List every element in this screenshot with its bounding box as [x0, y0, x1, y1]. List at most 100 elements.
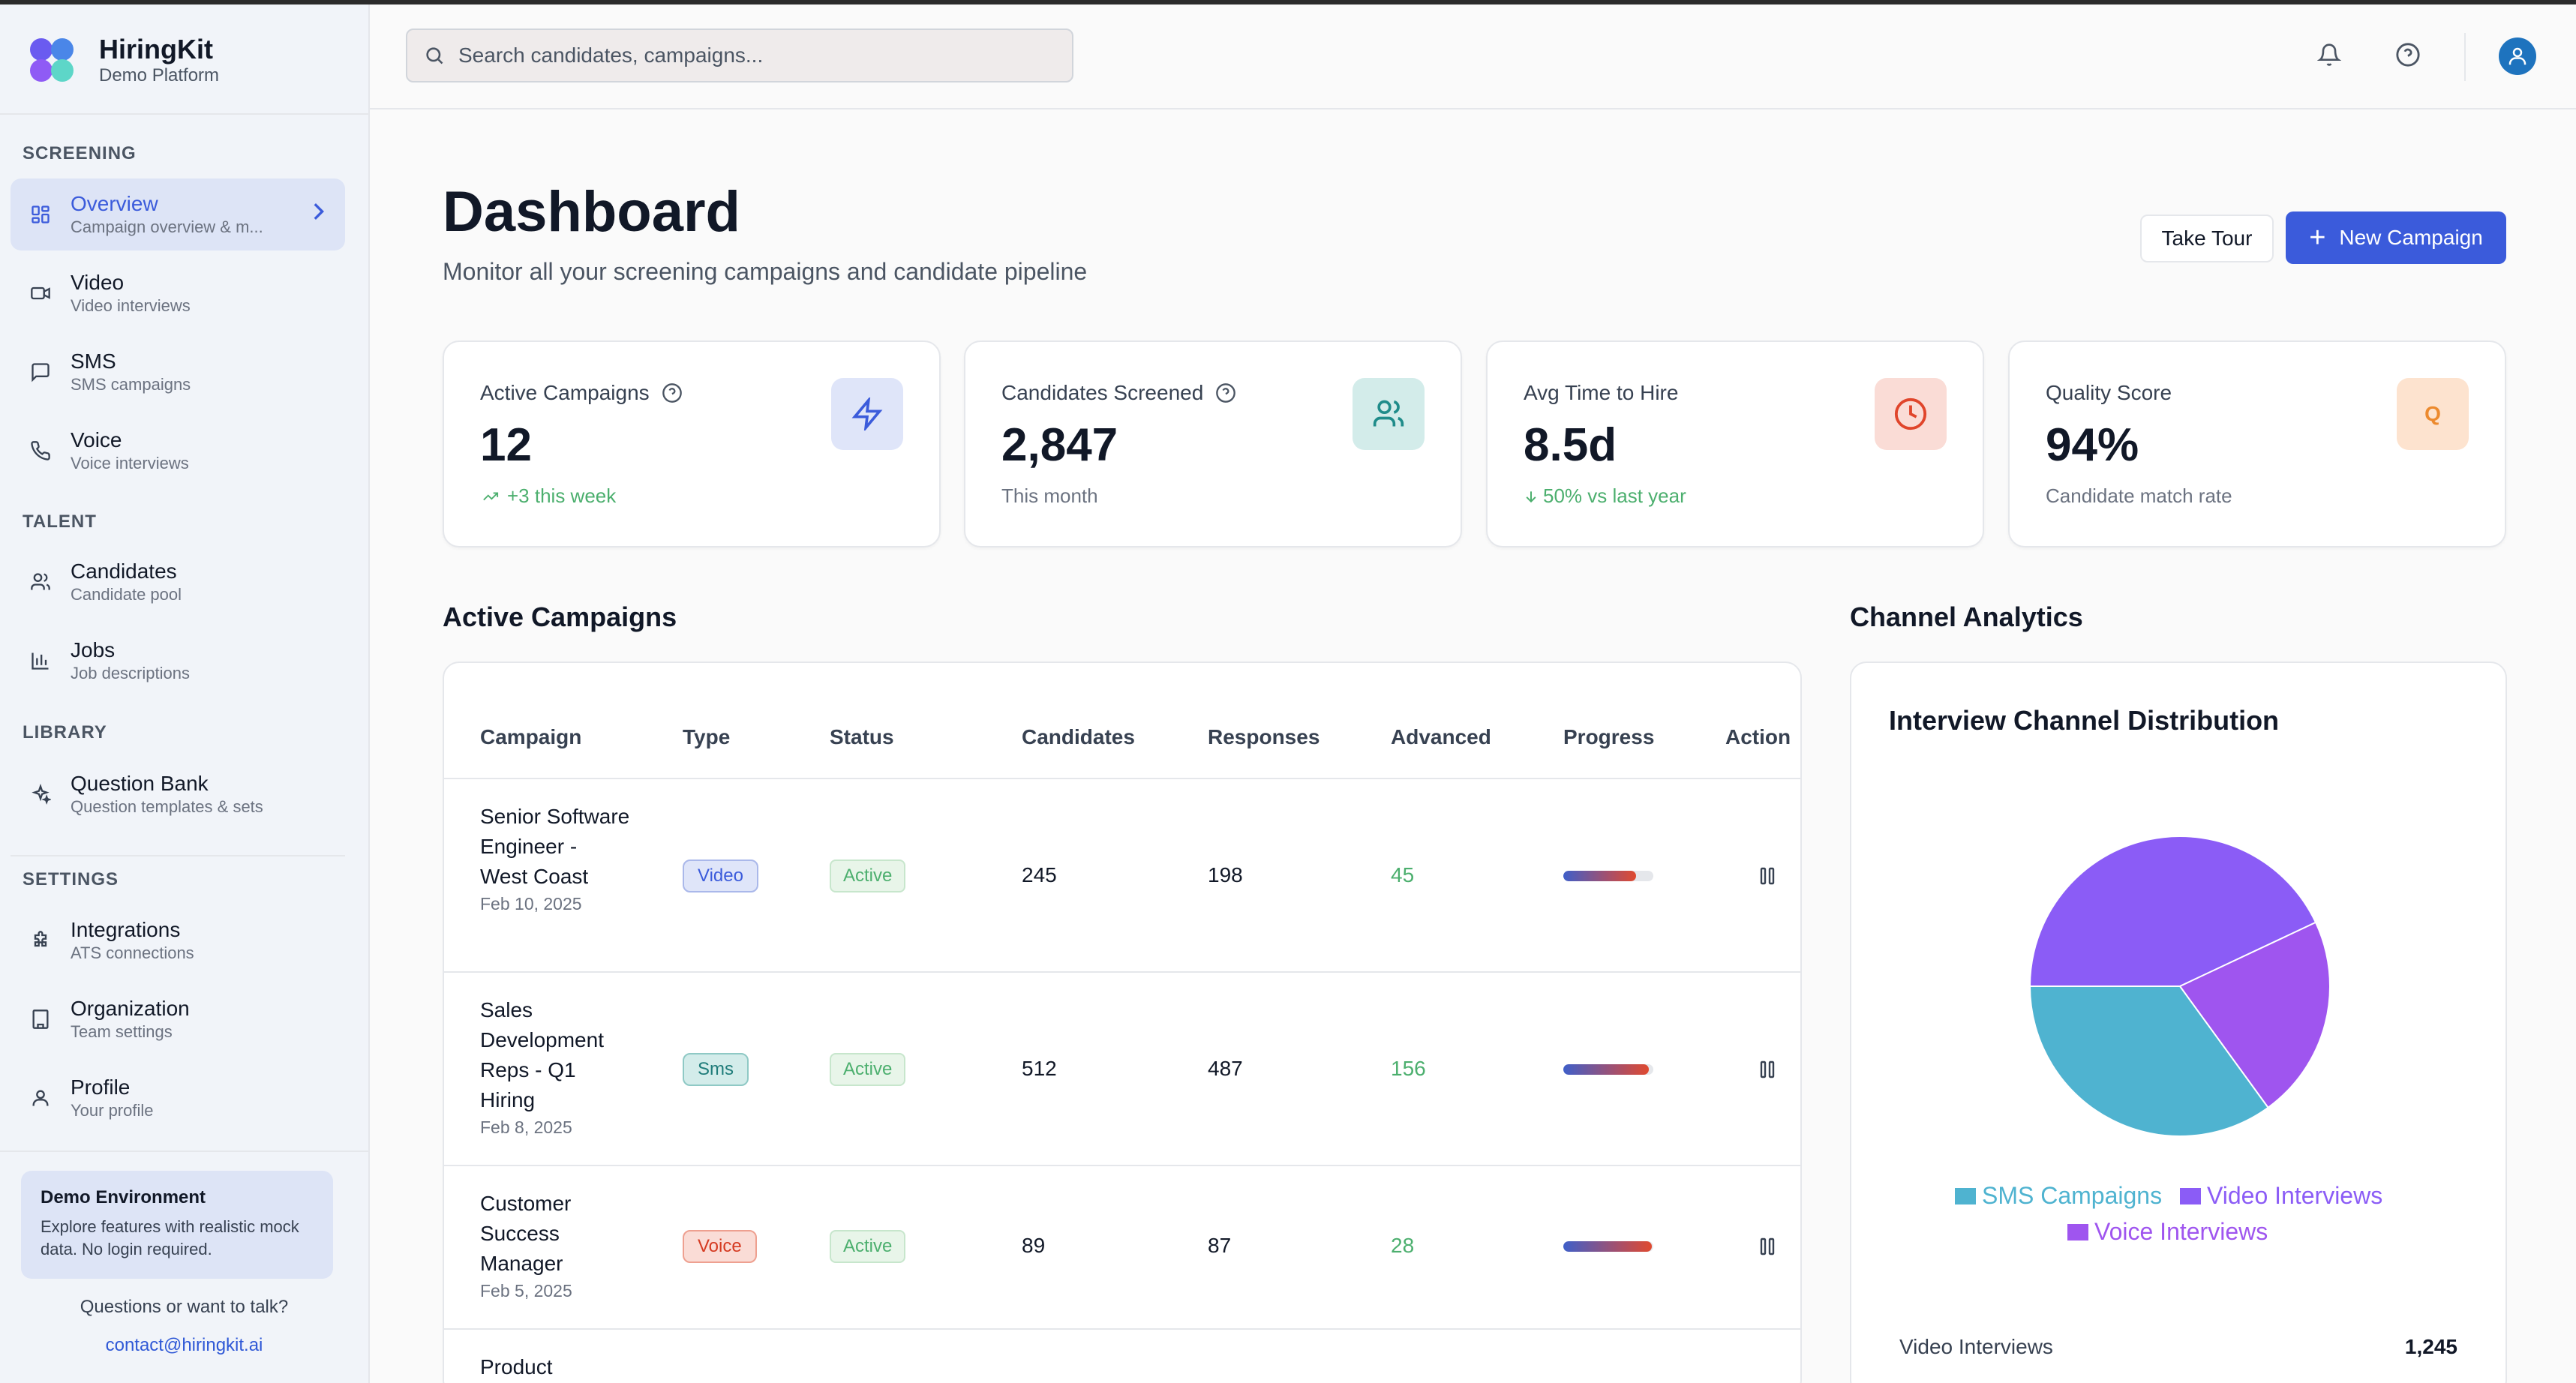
legend-item-sms[interactable]: SMS Campaigns: [1955, 1182, 2162, 1210]
table-row[interactable]: Sales Development Reps - Q1 Hiring Feb 8…: [444, 973, 1800, 1166]
help-icon[interactable]: [662, 382, 683, 404]
pause-icon[interactable]: [1759, 866, 1776, 886]
pause-icon[interactable]: [1759, 1237, 1776, 1256]
page-title: Dashboard: [443, 180, 740, 244]
divider: [444, 778, 1800, 779]
campaign-name-cell: Senior Software Engineer - West Coast Fe…: [480, 802, 630, 916]
building-icon: [11, 1009, 71, 1030]
sidebar-item-video[interactable]: Video Video interviews: [11, 257, 345, 329]
progress-fill: [1563, 1241, 1652, 1252]
column-header[interactable]: Progress: [1563, 725, 1655, 748]
column-header[interactable]: Advanced: [1391, 725, 1491, 748]
sidebar-item-sublabel: SMS campaigns: [71, 375, 191, 394]
pie-slice-voice-interviews[interactable]: [2178, 921, 2331, 1109]
advanced-count: 28: [1391, 1234, 1415, 1257]
campaign-name[interactable]: Sales Development Reps - Q1 Hiring: [480, 998, 604, 1112]
sidebar-item-integrations[interactable]: Integrations ATS connections: [11, 904, 345, 976]
progress-bar: [1563, 871, 1653, 881]
stat-note-text: This month: [1001, 484, 1098, 507]
channel-analytics-card: Interview Channel Distribution SMS Campa…: [1850, 662, 2507, 1383]
sidebar-item-profile[interactable]: Profile Your profile: [11, 1062, 345, 1134]
stat-value: 94%: [2046, 419, 2139, 471]
column-header[interactable]: Responses: [1208, 725, 1320, 748]
table-row[interactable]: Customer Success Manager Feb 5, 2025 Voi…: [444, 1166, 1800, 1330]
pie-slice-sms-campaigns[interactable]: [2028, 986, 2269, 1137]
help-icon[interactable]: [1215, 382, 1236, 404]
divider: [0, 113, 368, 115]
legend-item-voice[interactable]: Voice Interviews: [2067, 1218, 2268, 1246]
demo-environment-notice: Demo Environment Explore features with r…: [21, 1171, 333, 1279]
stat-note: +3 this week: [480, 484, 616, 508]
campaign-name[interactable]: Customer Success Manager: [480, 1192, 572, 1275]
table-row[interactable]: Senior Software Engineer - West Coast Fe…: [444, 779, 1800, 973]
take-tour-button[interactable]: Take Tour: [2140, 214, 2274, 262]
progress-fill: [1563, 1064, 1649, 1075]
column-header[interactable]: Action: [1725, 725, 1791, 748]
top-bar: [370, 4, 2576, 110]
progress-fill: [1563, 871, 1637, 881]
clock-icon: [1875, 378, 1947, 450]
sidebar-item-label: Organization: [71, 997, 190, 1020]
sidebar-item-organization[interactable]: Organization Team settings: [11, 983, 345, 1055]
divider: [11, 855, 345, 856]
arrow-down-icon: [1524, 488, 1539, 506]
sidebar-item-sublabel: Candidate pool: [71, 585, 182, 604]
stat-note-text: Candidate match rate: [2046, 484, 2232, 507]
campaign-date: Feb 8, 2025: [480, 1118, 572, 1137]
pause-icon[interactable]: [1759, 1060, 1776, 1079]
legend-swatch: [1955, 1187, 1976, 1204]
sidebar-item-sublabel: Your profile: [71, 1101, 154, 1120]
stat-note: Candidate match rate: [2046, 484, 2232, 508]
demo-text: Explore features with realistic mock dat…: [41, 1217, 299, 1258]
search-icon: [424, 45, 445, 66]
sidebar-item-sms[interactable]: SMS SMS campaigns: [11, 336, 345, 408]
sidebar-item-voice[interactable]: Voice Voice interviews: [11, 415, 345, 487]
stat-note: 50% vs last year: [1524, 484, 1686, 508]
contact-email-link[interactable]: contact@hiringkit.ai: [105, 1335, 263, 1355]
column-header[interactable]: Campaign: [480, 725, 582, 748]
status-badge: Active: [830, 1053, 906, 1086]
logo: [29, 37, 77, 85]
campaign-name[interactable]: Product: [480, 1355, 553, 1378]
sidebar-item-overview[interactable]: Overview Campaign overview & m...: [11, 178, 345, 250]
type-badge: Sms: [683, 1053, 749, 1086]
chevron-right-icon: [311, 201, 326, 227]
search-input[interactable]: [458, 44, 1043, 68]
stat-value: 2,847: [1001, 419, 1118, 471]
column-header[interactable]: Candidates: [1022, 725, 1135, 748]
chart-title: Interview Channel Distribution: [1889, 705, 2280, 736]
advanced-count: 156: [1391, 1057, 1426, 1080]
campaigns-table: Campaign Type Status Candidates Response…: [443, 662, 1802, 1383]
sidebar-item-sublabel: ATS connections: [71, 944, 194, 962]
new-campaign-button[interactable]: + New Campaign: [2286, 212, 2506, 264]
brand[interactable]: HiringKit Demo Platform: [29, 34, 219, 87]
column-header[interactable]: Type: [683, 725, 731, 748]
responses-count: 198: [1208, 863, 1243, 886]
sidebar-item-question-bank[interactable]: Question Bank Question templates & sets: [11, 758, 345, 830]
candidates-count: 512: [1022, 1057, 1057, 1080]
campaign-name[interactable]: Senior Software Engineer - West Coast: [480, 805, 630, 888]
sidebar-item-sublabel: Voice interviews: [71, 454, 189, 472]
pie-slice-video-interviews[interactable]: [2028, 836, 2317, 987]
sidebar-item-sublabel: Job descriptions: [71, 664, 190, 682]
message-icon: [11, 362, 71, 382]
search-box[interactable]: [406, 28, 1073, 82]
column-header[interactable]: Status: [830, 725, 894, 748]
grid-icon: [11, 204, 71, 225]
sidebar-item-label: Integrations: [71, 918, 181, 941]
status-badge: Active: [830, 860, 906, 892]
table-row[interactable]: Product: [444, 1330, 1800, 1383]
stat-note-text: 50% vs last year: [1543, 484, 1686, 507]
avatar[interactable]: [2499, 38, 2536, 75]
sidebar-item-jobs[interactable]: Jobs Job descriptions: [11, 625, 345, 697]
new-campaign-label: New Campaign: [2339, 226, 2483, 249]
legend-item-video[interactable]: Video Interviews: [2180, 1182, 2382, 1210]
stat-card-quality-score: Quality Score 94% Candidate match rate Q: [2008, 340, 2506, 548]
bell-icon[interactable]: [2316, 42, 2342, 71]
stat-label: Candidates Screened: [1001, 381, 1236, 405]
campaign-name-cell: Product: [480, 1352, 630, 1382]
help-icon[interactable]: [2395, 42, 2421, 71]
quality-icon: Q: [2397, 378, 2469, 450]
sidebar-item-candidates[interactable]: Candidates Candidate pool: [11, 546, 345, 618]
sidebar-item-sublabel: Campaign overview & m...: [71, 218, 263, 236]
